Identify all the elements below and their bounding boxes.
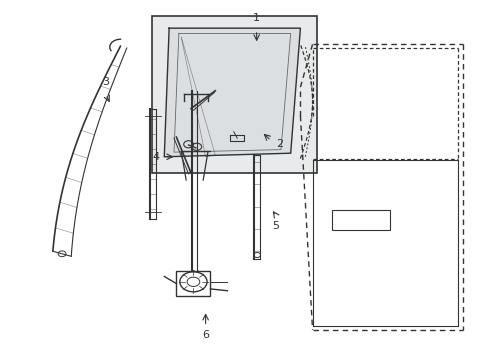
Text: 3: 3 [102,77,109,87]
Text: 2: 2 [276,139,283,149]
Bar [176,271,210,296]
Bar [152,16,317,173]
Text: 1: 1 [253,13,260,23]
Text: 5: 5 [272,221,279,231]
Bar [331,210,389,230]
Polygon shape [164,28,300,157]
Text: 4: 4 [152,152,159,162]
Text: 6: 6 [202,330,209,340]
